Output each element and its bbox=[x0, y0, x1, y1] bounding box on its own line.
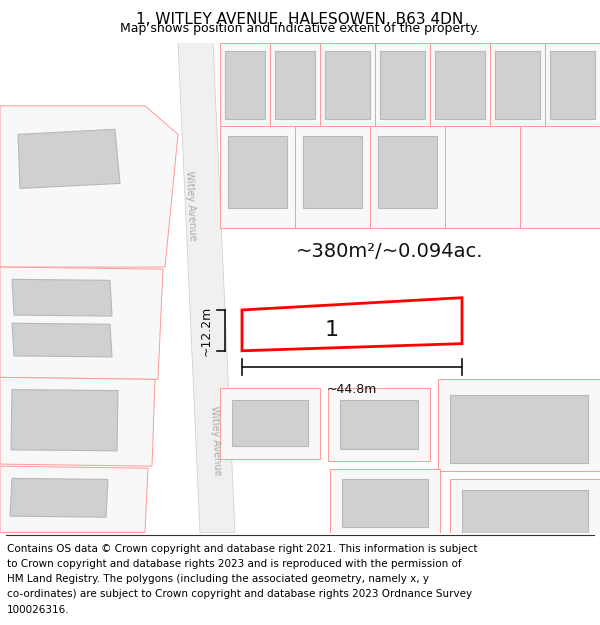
Polygon shape bbox=[445, 126, 520, 228]
Polygon shape bbox=[550, 51, 595, 119]
Polygon shape bbox=[342, 479, 428, 528]
Polygon shape bbox=[220, 42, 270, 126]
Polygon shape bbox=[370, 126, 445, 228]
Polygon shape bbox=[295, 126, 370, 228]
Polygon shape bbox=[232, 400, 308, 446]
Text: ~12.2m: ~12.2m bbox=[200, 305, 213, 356]
Polygon shape bbox=[178, 42, 235, 532]
Polygon shape bbox=[462, 489, 588, 532]
Polygon shape bbox=[450, 395, 588, 463]
Polygon shape bbox=[330, 469, 440, 538]
Polygon shape bbox=[18, 129, 120, 189]
Polygon shape bbox=[275, 51, 315, 119]
Polygon shape bbox=[495, 51, 540, 119]
Polygon shape bbox=[325, 51, 370, 119]
Polygon shape bbox=[450, 479, 600, 542]
Polygon shape bbox=[438, 379, 600, 471]
Polygon shape bbox=[378, 136, 437, 208]
Polygon shape bbox=[0, 106, 178, 267]
Polygon shape bbox=[520, 126, 600, 228]
Text: Witley Avenue: Witley Avenue bbox=[209, 406, 223, 476]
Text: co-ordinates) are subject to Crown copyright and database rights 2023 Ordnance S: co-ordinates) are subject to Crown copyr… bbox=[7, 589, 472, 599]
Polygon shape bbox=[340, 400, 418, 449]
Polygon shape bbox=[270, 42, 320, 126]
Polygon shape bbox=[12, 279, 112, 316]
Text: 1, WITLEY AVENUE, HALESOWEN, B63 4DN: 1, WITLEY AVENUE, HALESOWEN, B63 4DN bbox=[136, 12, 464, 27]
Text: Witley Avenue: Witley Avenue bbox=[184, 171, 198, 241]
Text: Contains OS data © Crown copyright and database right 2021. This information is : Contains OS data © Crown copyright and d… bbox=[7, 544, 478, 554]
Text: 100026316.: 100026316. bbox=[7, 604, 70, 614]
Polygon shape bbox=[328, 388, 430, 461]
Text: HM Land Registry. The polygons (including the associated geometry, namely x, y: HM Land Registry. The polygons (includin… bbox=[7, 574, 429, 584]
Polygon shape bbox=[0, 378, 155, 466]
Polygon shape bbox=[11, 389, 118, 451]
Text: ~44.8m: ~44.8m bbox=[327, 384, 377, 396]
Polygon shape bbox=[228, 136, 287, 208]
Polygon shape bbox=[10, 478, 108, 517]
Polygon shape bbox=[545, 42, 600, 126]
Polygon shape bbox=[380, 51, 425, 119]
Polygon shape bbox=[242, 298, 462, 351]
Text: to Crown copyright and database rights 2023 and is reproduced with the permissio: to Crown copyright and database rights 2… bbox=[7, 559, 462, 569]
Polygon shape bbox=[12, 323, 112, 357]
Polygon shape bbox=[320, 42, 375, 126]
Polygon shape bbox=[0, 267, 163, 379]
Polygon shape bbox=[0, 466, 148, 532]
Polygon shape bbox=[430, 42, 490, 126]
Polygon shape bbox=[303, 136, 362, 208]
Text: Map shows position and indicative extent of the property.: Map shows position and indicative extent… bbox=[120, 22, 480, 35]
Polygon shape bbox=[375, 42, 430, 126]
Polygon shape bbox=[225, 51, 265, 119]
Polygon shape bbox=[220, 126, 295, 228]
Polygon shape bbox=[220, 388, 320, 459]
Text: 1: 1 bbox=[325, 321, 339, 341]
Text: ~380m²/~0.094ac.: ~380m²/~0.094ac. bbox=[296, 242, 484, 261]
Polygon shape bbox=[490, 42, 545, 126]
Polygon shape bbox=[435, 51, 485, 119]
